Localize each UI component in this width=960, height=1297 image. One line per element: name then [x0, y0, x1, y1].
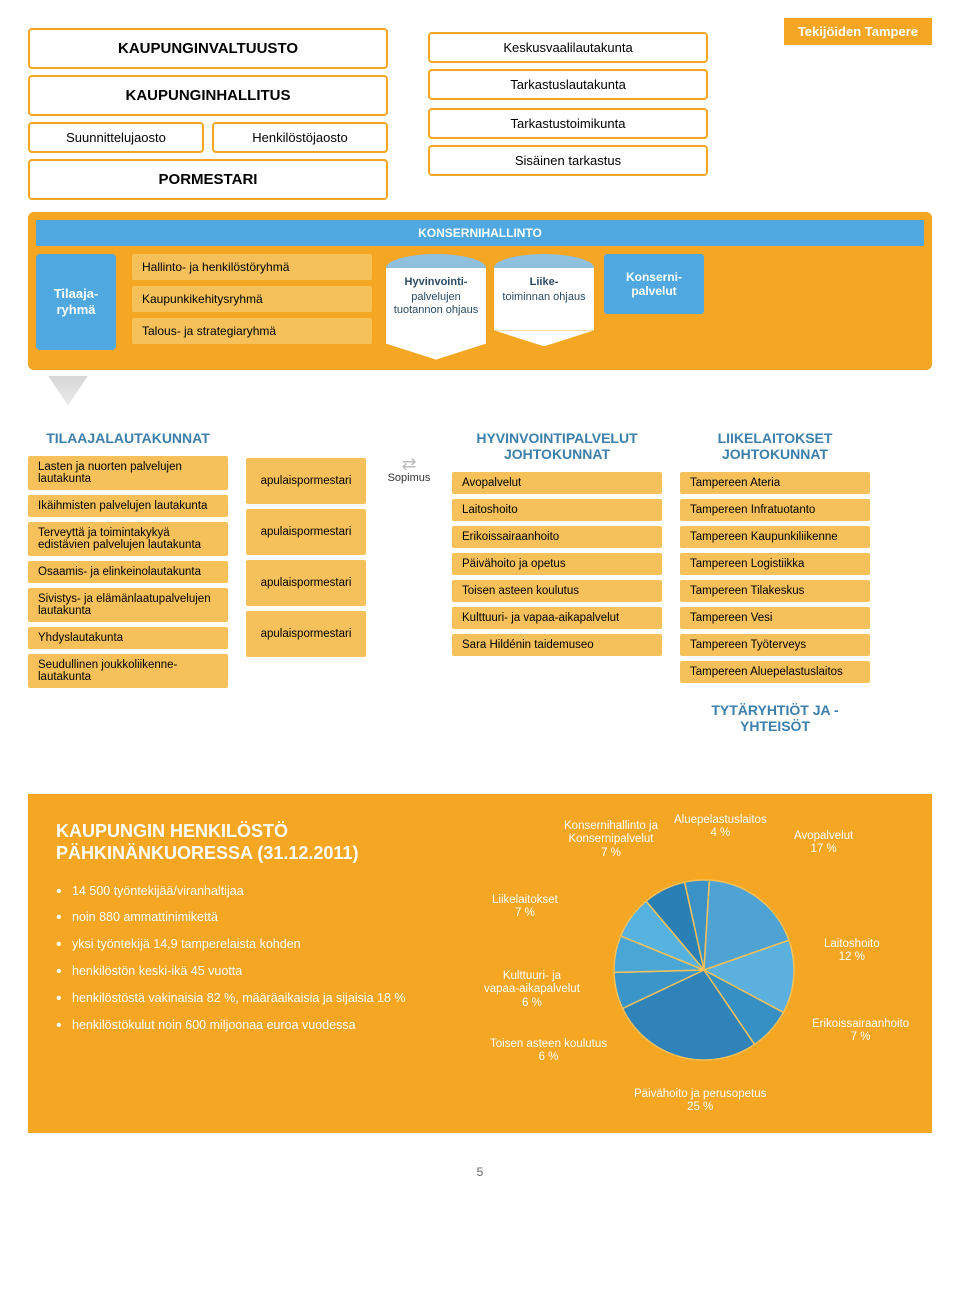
bullet-item: noin 880 ammattinimikettä	[56, 909, 434, 926]
pie-slice-label: Konsernihallinto ja Konsernipalvelut 7 %	[564, 820, 658, 861]
box-tarkastuslautakunta: Tarkastuslautakunta	[428, 69, 708, 100]
liikelaitos-item: Tampereen Ateria	[680, 472, 870, 494]
apulaispormestari-col: apulaispormestari apulaispormestari apulai…	[246, 430, 366, 662]
bullet-item: yksi työntekijä 14,9 tamperelaista kohde…	[56, 936, 434, 953]
apulaispormestari-item: apulaispormestari	[246, 611, 366, 657]
pie-chart: Konsernihallinto ja Konsernipalvelut 7 %…	[464, 820, 904, 1113]
konsernihallinto-bar: KONSERNIHALLINTO	[36, 220, 924, 246]
page-number: 5	[477, 1165, 484, 1179]
hyvinvointi-item: Sara Hildénin taidemuseo	[452, 634, 662, 656]
liikelaitos-item: Tampereen Aluepelastuslaitos	[680, 661, 870, 683]
tilaaja-item: Lasten ja nuorten palvelujen lautakunta	[28, 456, 228, 490]
liikelaitos-item: Tampereen Kaupunkiliikenne	[680, 526, 870, 548]
pie-slice-label: Avopalvelut 17 %	[794, 830, 853, 858]
tilaajaryhma-box: Tilaaja- ryhmä	[36, 254, 116, 350]
box-tarkastustoimikunta: Tarkastustoimikunta	[428, 108, 708, 139]
hyvinvointipalvelut-head: HYVINVOINTIPALVELUT JOHTOKUNNAT	[452, 430, 662, 462]
hyvinvointi-item: Erikoissairaanhoito	[452, 526, 662, 548]
liikelaitos-item: Tampereen Logistiikka	[680, 553, 870, 575]
bullet-item: henkilöstön keski-ikä 45 vuotta	[56, 963, 434, 980]
liikelaitos-item: Tampereen Tilakeskus	[680, 580, 870, 602]
box-henkilostojaosto: Henkilöstöjaosto	[212, 122, 388, 153]
konsernihallinto-block: KONSERNIHALLINTO Tilaaja- ryhmä Hallinto…	[28, 212, 932, 406]
liikelaitos-item: Tampereen Infratuotanto	[680, 499, 870, 521]
apulaispormestari-item: apulaispormestari	[246, 560, 366, 606]
liikelaitokset-head: LIIKELAITOKSET JOHTOKUNNAT	[680, 430, 870, 462]
tile-hallinto: Hallinto- ja henkilöstöryhmä	[132, 254, 372, 280]
sopimus-label: Sopimus	[384, 430, 434, 484]
box-sisainen-tarkastus: Sisäinen tarkastus	[428, 145, 708, 176]
liikelaitos-item: Tampereen Vesi	[680, 607, 870, 629]
pillar-hyvinvointi: Hyvinvointi-palvelujen tuotannon ohjaus	[386, 254, 486, 360]
bullet-item: 14 500 työntekijää/viranhaltijaa	[56, 883, 434, 900]
konsernipalvelut-box: Konserni- palvelut	[604, 254, 704, 314]
tytaryhtiot-label: TYTÄRYHTIÖT JA -YHTEISÖT	[680, 702, 870, 734]
pie-slice-label: Kulttuuri- ja vapaa-aikapalvelut 6 %	[484, 970, 580, 1011]
tile-talous: Talous- ja strategiaryhmä	[132, 318, 372, 344]
box-kaupunginvaltuusto: KAUPUNGINVALTUUSTO	[28, 28, 388, 69]
tilaaja-item: Seudullinen joukkoliikenne-lautakunta	[28, 654, 228, 688]
pie-slice-label: Erikoissairaanhoito 7 %	[812, 1018, 909, 1046]
bottom-title: KAUPUNGIN HENKILÖSTÖ PÄHKINÄNKUORESSA (3…	[56, 820, 434, 865]
box-pormestari: PORMESTARI	[28, 159, 388, 200]
tilaaja-item: Ikäihmisten palvelujen lautakunta	[28, 495, 228, 517]
hyvinvointi-item: Toisen asteen koulutus	[452, 580, 662, 602]
hyvinvointi-item: Laitoshoito	[452, 499, 662, 521]
middle-section: TILAAJALAUTAKUNNAT Lasten ja nuorten pal…	[28, 430, 932, 734]
tile-kaupunkikehitys: Kaupunkikehitysryhmä	[132, 286, 372, 312]
hyvinvointi-item: Päivähoito ja opetus	[452, 553, 662, 575]
liikelaitos-item: Tampereen Työterveys	[680, 634, 870, 656]
hyvinvointi-item: Avopalvelut	[452, 472, 662, 494]
apulaispormestari-item: apulaispormestari	[246, 509, 366, 555]
page-tag: Tekijöiden Tampere	[784, 18, 932, 45]
pie-slice-label: Päivähoito ja perusopetus 25 %	[634, 1088, 766, 1116]
org-header-row: KAUPUNGINVALTUUSTO KAUPUNGINHALLITUS Suu…	[28, 28, 932, 206]
pie-slice-label: Toisen asteen koulutus 6 %	[490, 1038, 607, 1066]
pie-slice-label: Liikelaitokset 7 %	[492, 894, 558, 922]
bullet-item: henkilöstökulut noin 600 miljoonaa euroa…	[56, 1017, 434, 1034]
box-keskusvaalilautakunta: Keskusvaalilautakunta	[428, 32, 708, 63]
tilaaja-item: Sivistys- ja elämänlaatupalvelujen lauta…	[28, 588, 228, 622]
pie-slice-label: Laitoshoito 12 %	[824, 938, 880, 966]
tilaaja-item: Osaamis- ja elinkeinolautakunta	[28, 561, 228, 583]
tilaaja-item: Yhdyslautakunta	[28, 627, 228, 649]
bullet-item: henkilöstöstä vakinaisia 82 %, määräaika…	[56, 990, 434, 1007]
pillar-liiketoiminta: Liike-toiminnan ohjaus	[494, 254, 594, 360]
bottom-panel: KAUPUNGIN HENKILÖSTÖ PÄHKINÄNKUORESSA (3…	[28, 794, 932, 1133]
bottom-bullets: 14 500 työntekijää/viranhaltijaa noin 880…	[56, 883, 434, 1034]
hyvinvointi-item: Kulttuuri- ja vapaa-aikapalvelut	[452, 607, 662, 629]
pie-slice-label: Aluepelastuslaitos 4 %	[674, 814, 767, 842]
down-arrow-icon	[48, 376, 88, 406]
apulaispormestari-item: apulaispormestari	[246, 458, 366, 504]
box-suunnittelujaosto: Suunnittelujaosto	[28, 122, 204, 153]
box-kaupunginhallitus: KAUPUNGINHALLITUS	[28, 75, 388, 116]
tilaajalautakunnat-head: TILAAJALAUTAKUNNAT	[28, 430, 228, 446]
tilaaja-item: Terveyttä ja toimintakykyä edistävien pa…	[28, 522, 228, 556]
